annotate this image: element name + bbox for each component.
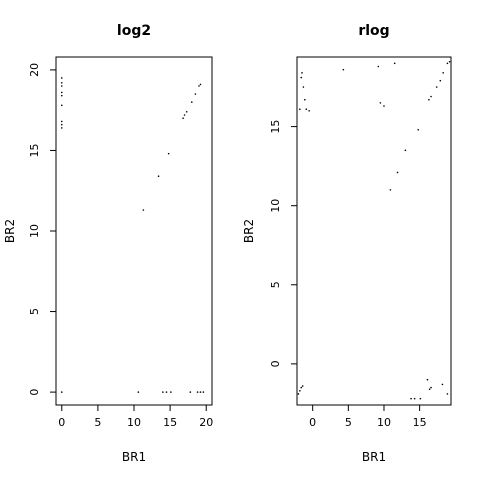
log2-data-point [60, 123, 63, 126]
log2-x-label: BR1 [122, 450, 146, 464]
rlog-plot-box [296, 56, 452, 406]
rlog-data-point [446, 62, 449, 65]
rlog-panel: rlog 0 5 10 15 0 5 10 15 BR1 BR2 [242, 23, 452, 464]
rlog-data-point [383, 105, 385, 107]
rlog-data-point [435, 86, 438, 88]
rlog-x-tick-label: 10 [377, 416, 391, 429]
rlog-data-point [305, 108, 308, 110]
log2-data-point [202, 391, 205, 393]
log2-data-point [60, 127, 63, 129]
rlog-points [297, 60, 451, 400]
rlog-data-point [379, 102, 382, 104]
rlog-data-point [441, 383, 444, 386]
log2-y-tick-label: 20 [28, 63, 41, 77]
log2-data-point [137, 391, 140, 393]
rlog-data-point [439, 79, 442, 82]
rlog-data-point [428, 388, 431, 390]
rlog-data-point [428, 98, 430, 101]
rlog-data-point [301, 72, 303, 74]
rlog-x-tick-label: 5 [345, 416, 352, 429]
rlog-data-point [300, 386, 303, 389]
log2-x-tick-label: 5 [94, 416, 101, 429]
rlog-data-point [430, 95, 432, 98]
rlog-y-tick-label: 10 [269, 199, 282, 213]
log2-data-point [199, 391, 202, 393]
rlog-data-point [410, 397, 412, 400]
rlog-data-point [299, 108, 301, 110]
rlog-data-point [342, 68, 345, 71]
log2-data-point [60, 391, 63, 393]
log2-y-axis: 0 5 10 15 20 [28, 63, 57, 396]
log2-x-axis: 0 5 10 15 20 [58, 404, 213, 429]
rlog-data-point [446, 393, 449, 395]
rlog-data-point [426, 378, 429, 381]
rlog-data-point [299, 389, 301, 392]
rlog-x-tick-label: 15 [413, 416, 427, 429]
rlog-data-point [308, 109, 310, 112]
log2-y-tick-label: 10 [28, 224, 41, 238]
rlog-x-label: BR1 [362, 450, 386, 464]
log2-x-tick-label: 20 [199, 416, 213, 429]
rlog-y-tick-label: 0 [269, 360, 282, 367]
rlog-title: rlog [358, 23, 389, 39]
log2-data-point [190, 101, 193, 103]
log2-data-point [60, 91, 63, 94]
log2-data-point [60, 94, 63, 97]
log2-x-tick-label: 15 [163, 416, 177, 429]
log2-points [60, 77, 205, 393]
log2-data-point [199, 83, 202, 86]
log2-data-point [198, 85, 200, 87]
rlog-data-point [430, 386, 432, 389]
rlog-data-point [377, 65, 380, 68]
rlog-data-point [417, 128, 420, 131]
rlog-data-point [419, 397, 422, 400]
rlog-y-label: BR2 [242, 219, 256, 243]
log2-data-point [60, 81, 63, 84]
rlog-data-point [389, 189, 392, 191]
log2-data-point [165, 391, 168, 393]
rlog-data-point [297, 393, 300, 395]
log2-data-point [185, 110, 188, 113]
rlog-data-point [302, 86, 305, 88]
log2-panel: log2 0 5 10 15 20 0 5 10 15 20 BR1 BR2 [3, 23, 213, 464]
log2-data-point [194, 93, 197, 95]
log2-data-point [142, 209, 145, 211]
rlog-data-point [301, 385, 304, 387]
rlog-data-point [404, 149, 407, 152]
log2-data-point [60, 104, 63, 107]
log2-data-point [60, 85, 63, 87]
log2-data-point [196, 391, 199, 393]
rlog-data-point [304, 98, 306, 101]
log2-plot-box [55, 56, 213, 406]
log2-data-point [182, 117, 184, 120]
rlog-y-axis: 0 5 10 15 [269, 120, 298, 367]
log2-y-tick-label: 0 [28, 389, 41, 396]
rlog-data-point [413, 397, 416, 400]
log2-y-label: BR2 [3, 219, 17, 243]
log2-data-point [183, 114, 186, 116]
rlog-data-point [393, 62, 396, 65]
log2-data-point [167, 152, 170, 155]
log2-y-tick-label: 15 [28, 143, 41, 157]
rlog-data-point [448, 60, 451, 63]
log2-title: log2 [117, 23, 151, 39]
log2-data-point [170, 391, 172, 393]
rlog-x-tick-label: 0 [309, 416, 316, 429]
rlog-data-point [396, 171, 399, 174]
log2-data-point [189, 391, 192, 393]
log2-x-tick-label: 10 [127, 416, 141, 429]
rlog-data-point [442, 72, 444, 74]
log2-data-point [157, 175, 160, 178]
rlog-y-tick-label: 5 [269, 281, 282, 288]
rlog-y-tick-label: 15 [269, 120, 282, 134]
log2-data-point [60, 77, 63, 79]
log2-data-point [60, 120, 63, 123]
rlog-x-axis: 0 5 10 15 [309, 404, 427, 429]
log2-x-tick-label: 0 [58, 416, 65, 429]
log2-y-tick-label: 5 [28, 308, 41, 315]
rlog-data-point [300, 76, 303, 79]
log2-data-point [162, 391, 164, 393]
